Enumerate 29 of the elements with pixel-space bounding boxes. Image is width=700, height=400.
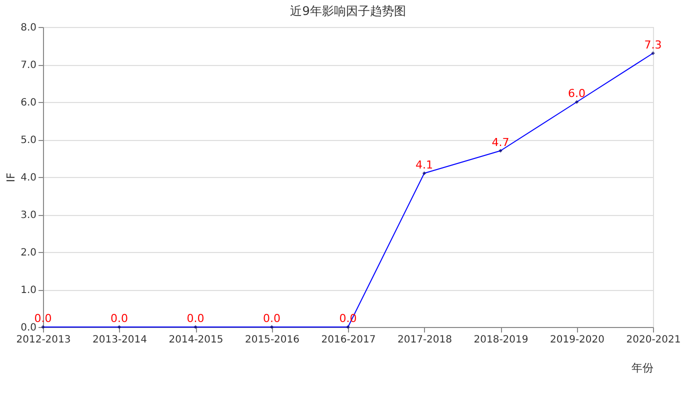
x-tick-label: 2018-2019 [474,334,528,346]
x-tick-label: 2014-2015 [168,334,224,346]
x-tick-label: 2019-2020 [550,334,605,346]
text: 6.0 [568,87,586,100]
x-tick-label: 2015-2016 [244,334,300,346]
y-tick-label: 1.0 [20,285,36,296]
text: 0.0 [263,312,280,325]
text: 4.1 [416,158,433,172]
x-tick-label: 2017-2018 [397,334,452,346]
x-axis-title: 年份 [632,362,654,374]
y-tick-label: 5.0 [20,135,36,146]
y-axis-title: IF [4,172,18,182]
y-tick-label: 4.0 [20,172,36,184]
y-tick-label: 6.0 [20,98,36,108]
text: 0.0 [34,312,52,325]
text: 4.7 [492,136,510,149]
y-tick-label: 2.0 [20,248,36,258]
y-tick-label: 0.0 [20,322,36,334]
y-tick-label: 3.0 [20,210,36,221]
text: 0.0 [186,312,204,325]
x-tick-label: 2013-2014 [92,334,148,346]
y-tick-label: 7.0 [20,60,36,71]
x-tick-label: 2016-2017 [321,334,376,346]
y-tick-label: 8.0 [20,22,36,34]
chart-title: 近9年影响因子趋势图 [290,4,406,18]
x-tick-label: 2012-2013 [16,334,71,346]
text: 7.3 [644,38,662,52]
x-tick-label: 2020-2021 [626,334,681,346]
text: 0.0 [110,312,128,325]
